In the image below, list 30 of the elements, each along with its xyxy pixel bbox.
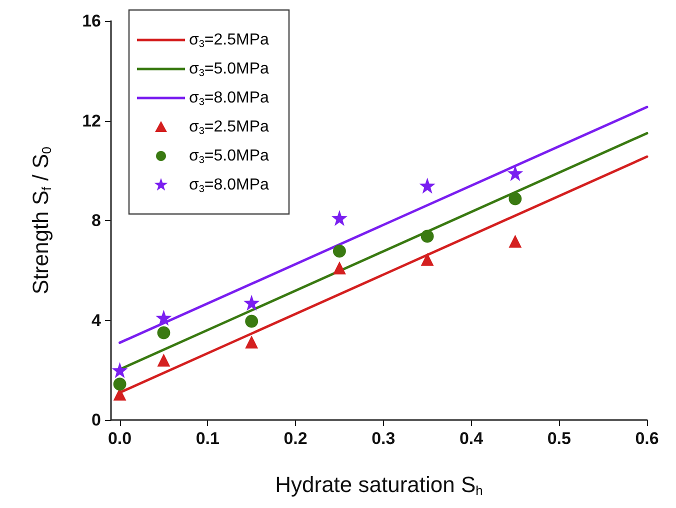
point [420, 252, 434, 266]
point [420, 230, 434, 243]
point [508, 234, 522, 248]
y-tick-label: 0 [92, 410, 101, 430]
point [508, 192, 522, 206]
x-tick-label: 0.0 [108, 429, 132, 448]
point [332, 261, 346, 274]
y-tick-label: 8 [92, 211, 101, 230]
point [332, 244, 346, 258]
x-tick-label: 0.6 [635, 429, 659, 448]
point [245, 314, 258, 328]
point [507, 165, 524, 182]
y-tick-label: 4 [92, 310, 102, 330]
x-tick-label: 0.3 [372, 429, 396, 448]
y-tick-label: 16 [82, 12, 101, 30]
y-tick-label: 12 [82, 111, 101, 130]
point [419, 178, 436, 194]
x-tick-label: 0.4 [459, 429, 484, 448]
point [113, 378, 126, 391]
point [244, 294, 260, 311]
x-tick-label: 0.2 [284, 429, 308, 448]
point [157, 326, 170, 340]
y-axis-title: Strength Sf / S0 [28, 146, 54, 294]
point [331, 210, 348, 226]
x-tick-label: 0.5 [547, 429, 571, 448]
point [156, 310, 172, 326]
point [245, 335, 258, 348]
point [157, 354, 170, 367]
point [112, 362, 128, 378]
x-tick-label: 0.1 [196, 429, 220, 448]
